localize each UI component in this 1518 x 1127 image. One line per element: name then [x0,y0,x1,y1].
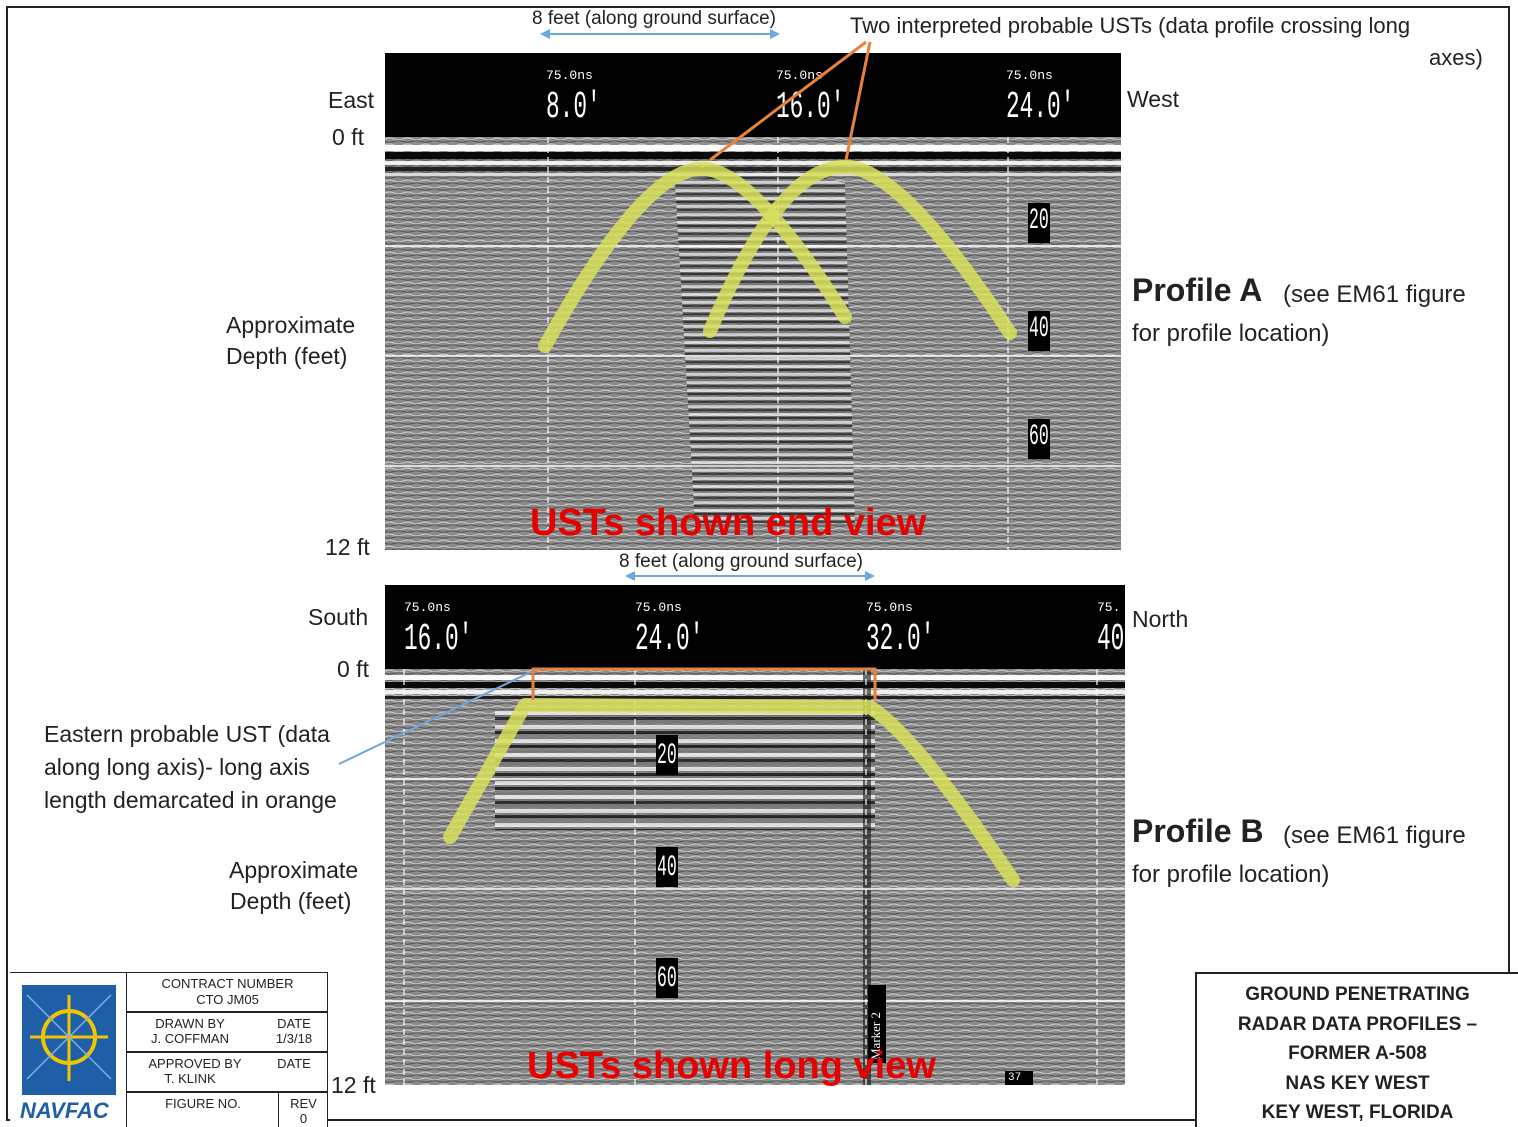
profile-b-south: South [308,604,369,630]
depth-tick-a-40: 40 [1029,312,1049,346]
figure-cell [127,1092,279,1127]
annotation-top-line2: axes) [1429,45,1483,70]
time-label-b-3: 75.0ns [866,600,913,615]
profile-a-title-line2: for profile location) [1132,320,1330,347]
distance-b-4: 40. [1097,618,1139,661]
profile-a-title: Profile A [1132,272,1263,308]
depth-tick-a-60: 60 [1029,420,1049,454]
top-dimension-arrow [540,29,780,39]
mid-dimension-label: 8 feet (along ground surface) [619,551,863,572]
gpr-profile-b [385,585,1125,1085]
profile-b-title-rest: (see EM61 figure [1283,822,1466,849]
depth-tick-b-40: 40 [657,851,677,885]
distance-b-3: 32.0' [866,618,935,661]
annotation-b-leader [338,671,532,765]
figure-title-line-3: FORMER A-508 [1288,1043,1427,1064]
profile-b-marker-num: 37 [1008,1072,1022,1084]
profile-b-title-line2: for profile location) [1132,861,1330,888]
date2-label: DATE [277,1056,311,1071]
drawn-cell [127,1012,328,1052]
profile-b-north: North [1132,606,1189,632]
mid-dimension-arrow [625,571,875,581]
time-label-a-1: 75.0ns [546,68,593,83]
annotation-b-line2: along long axis)- long axis [44,754,310,780]
figure-title-line-1: GROUND PENETRATING [1245,984,1470,1005]
rev-value: 0 [299,1111,308,1126]
orange-pointer-arrows-a [709,40,872,162]
depth-tick-b-20: 20 [657,739,677,773]
contract-label: CONTRACT NUMBER [161,976,294,991]
rev-cell [279,1092,328,1127]
figure-title-line-4: NAS KEY WEST [1285,1073,1430,1094]
annotation-b-line1: Eastern probable UST (data [44,721,330,747]
distance-a-3: 24.0' [1006,86,1075,129]
figure-label: FIGURE NO. [165,1096,241,1111]
navfac-logo-icon [22,985,116,1095]
figure-title-box: GROUND PENETRATING RADAR DATA PROFILES –… [1195,972,1518,1127]
top-dimension-label: 8 feet (along ground surface) [532,8,776,29]
time-label-b-1: 75.0ns [404,600,451,615]
time-label-a-3: 75.0ns [1006,68,1053,83]
time-label-b-4: 75. [1097,600,1121,615]
depth-tick-b-60: 60 [657,962,677,996]
profile-b-depth-top: 0 ft [337,656,369,682]
time-label-a-2: 75.0ns [776,68,823,83]
approved-by-label: APPROVED BY [148,1056,242,1071]
annotation-b-line3: length demarcated in orange [44,787,337,813]
profile-a-axis-label-1: Approximate [226,312,356,338]
profile-a-east: East [328,87,375,113]
distance-b-1: 16.0' [404,618,473,661]
date-label: DATE [277,1016,311,1031]
profile-a-axis-label-2: Depth (feet) [226,343,348,369]
profile-b-overlay: USTs shown long view [527,1045,936,1087]
date-value: 1/3/18 [275,1031,313,1046]
profile-a-west: West [1127,86,1179,112]
time-label-b-2: 75.0ns [635,600,682,615]
annotation-top-line1: Two interpreted probable USTs (data prof… [850,13,1411,38]
figure-frame [6,6,1510,1121]
profile-a-depth-top: 0 ft [332,124,364,150]
profile-a-overlay: USTs shown end view [530,502,927,544]
distance-a-2: 16.0' [776,86,845,129]
contract-cell [127,972,328,1012]
profile-b-depth-bottom: 12 ft [331,1072,376,1098]
contract-value: CTO JM05 [196,992,259,1007]
gpr-profile-a [385,53,1121,550]
profile-a-title-rest: (see EM61 figure [1283,281,1466,308]
drawn-by-value: J. COFFMAN [151,1031,229,1046]
depth-tick-a-20: 20 [1029,204,1049,238]
approved-cell [127,1052,328,1092]
profile-b-axis-label-1: Approximate [229,857,359,883]
approved-by-value: T. KLINK [164,1071,216,1086]
profile-b-axis-label-2: Depth (feet) [230,888,352,914]
figure-title-line-5: KEY WEST, FLORIDA [1261,1102,1454,1123]
drawn-by-label: DRAWN BY [155,1016,225,1031]
distance-b-2: 24.0' [635,618,704,661]
profile-a-depth-bottom: 12 ft [325,534,370,560]
rev-label: REV [290,1096,317,1111]
distance-a-1: 8.0' [546,86,601,129]
navfac-logo-text: NAVFAC [20,1098,109,1123]
figure-title-line-2: RADAR DATA PROFILES – [1237,1014,1478,1035]
profile-b-title: Profile B [1132,813,1264,849]
